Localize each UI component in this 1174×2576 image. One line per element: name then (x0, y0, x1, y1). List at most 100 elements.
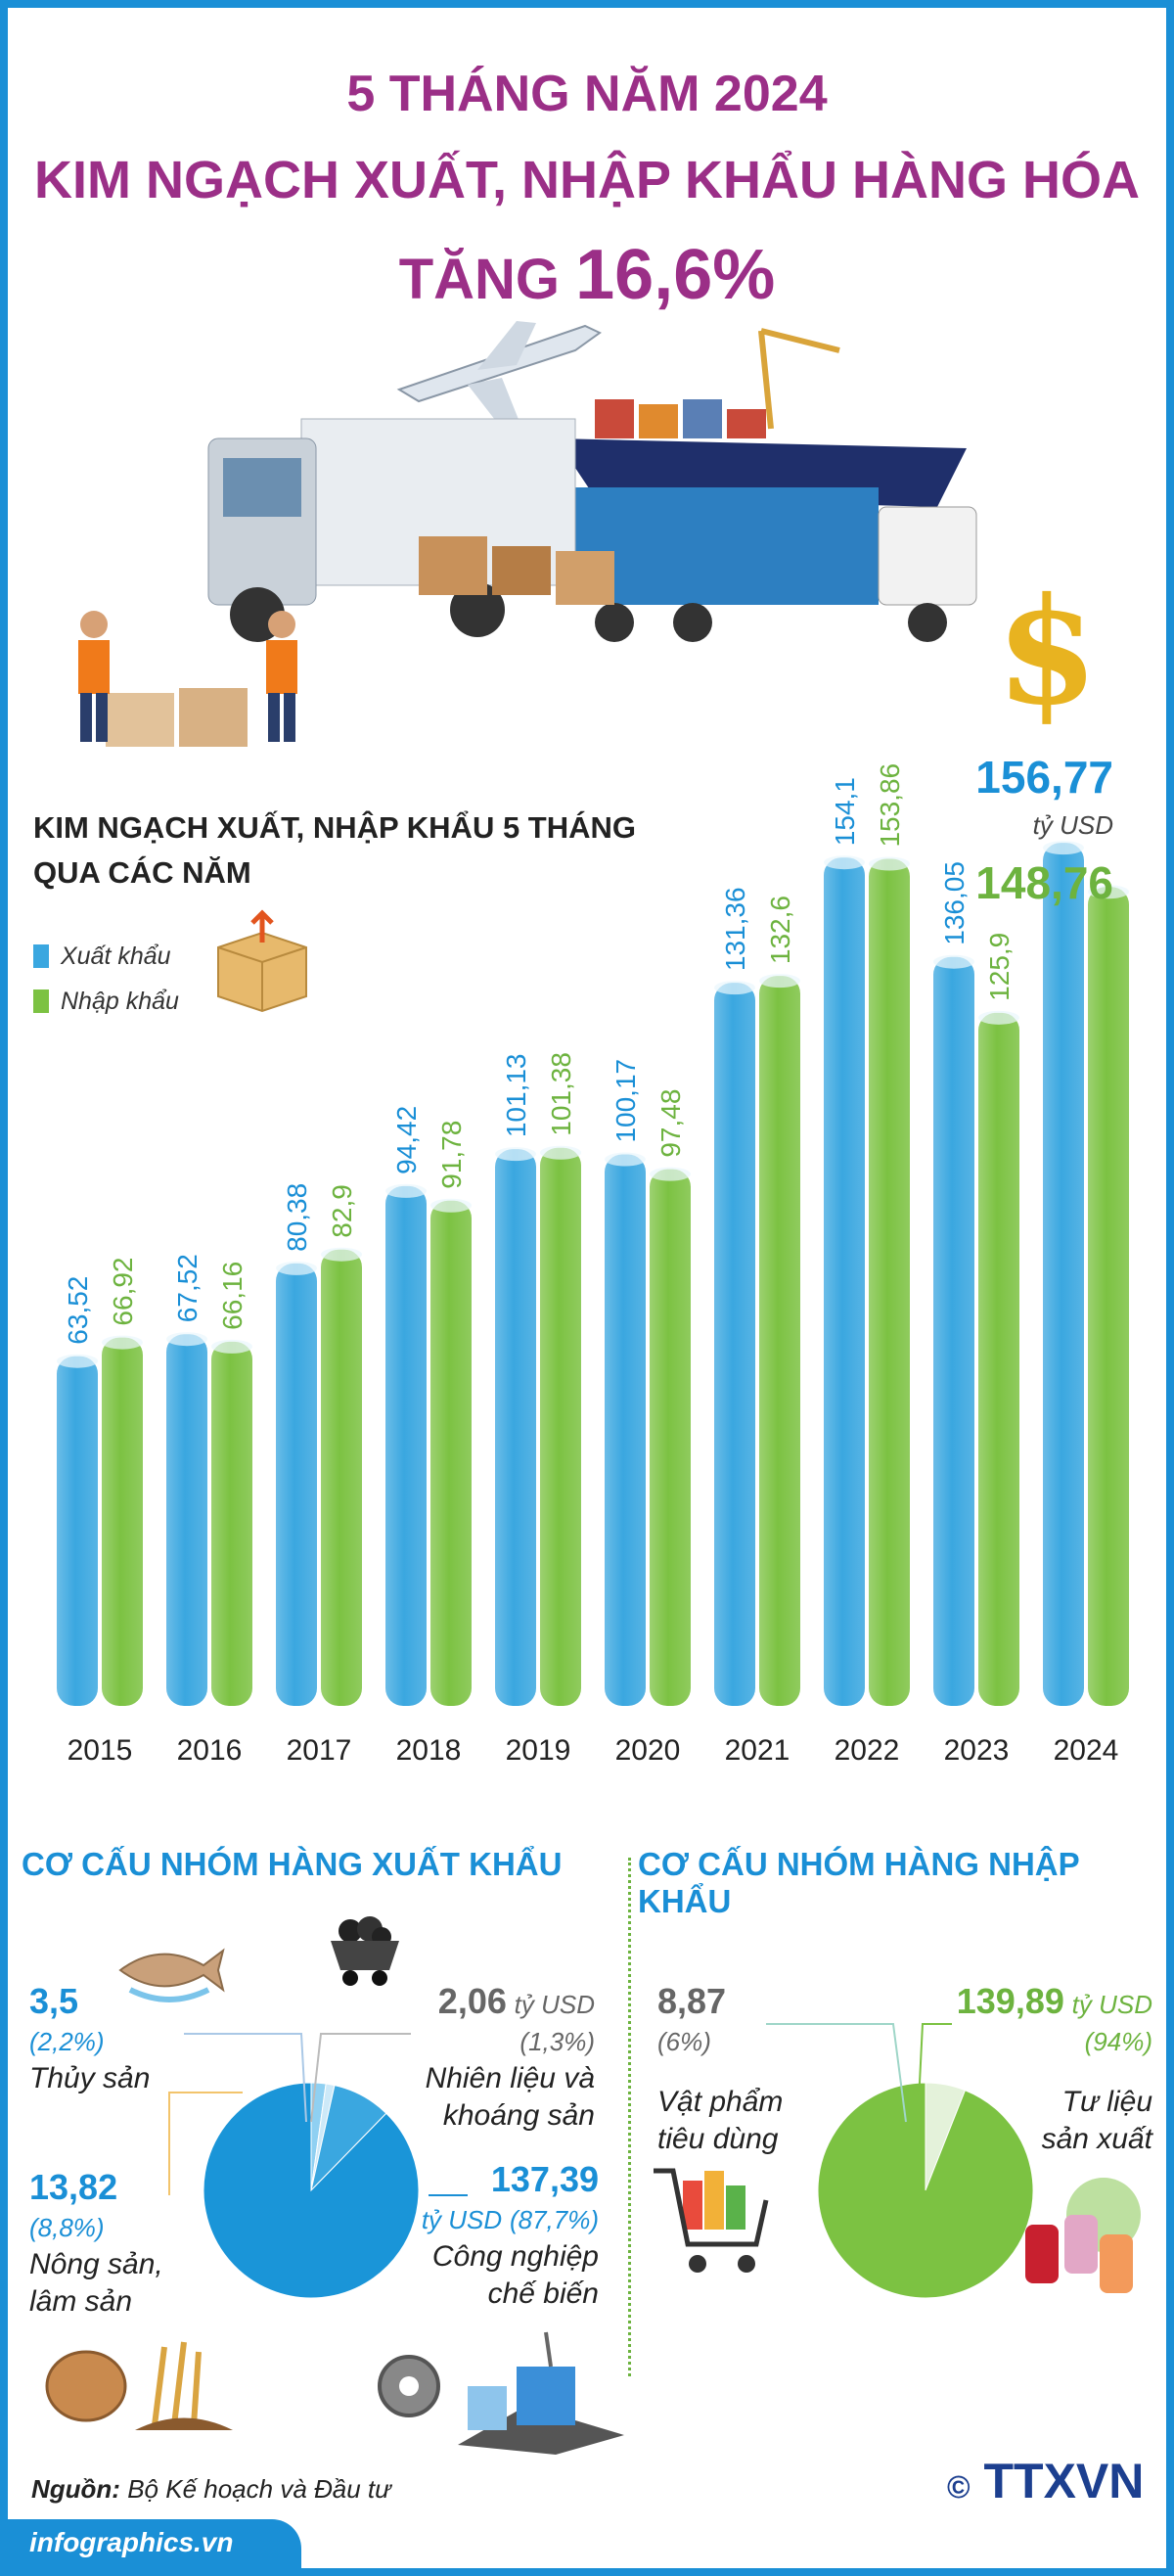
pie-slice (817, 2082, 1034, 2299)
bar-export-2024 (1043, 843, 1084, 1706)
production-name-1: Tư liệu (1061, 2086, 1152, 2118)
agriculture-icon (45, 2341, 233, 2430)
legend-import: Nhập khẩu (33, 979, 179, 1024)
bar-cap (57, 1354, 98, 1368)
bar-cap (933, 954, 974, 969)
industry-value: 137,39 (490, 2159, 599, 2199)
growth-value: 16,6% (575, 236, 776, 314)
x-tick-2020: 2020 (615, 1734, 681, 1767)
source-text: Bộ Kế hoạch và Đầu tư (127, 2474, 391, 2504)
coal-cart-icon (331, 1916, 399, 1986)
fuel-pct: (1,3%) (519, 2027, 595, 2056)
value-label-export-2020: 100,17 (610, 1059, 641, 1143)
x-tick-2022: 2022 (835, 1734, 900, 1767)
copyright-symbol: © (947, 2469, 971, 2505)
bar-chart: 63,52 66,92 2015 67,52 66,16 2016 80,38 82,9 201… (57, 752, 1129, 1767)
fuel-unit: tỷ USD (514, 1990, 595, 2019)
consumer-pct: (6%) (657, 2027, 711, 2056)
bar-import-2022 (869, 858, 910, 1706)
pie-slice (203, 2082, 420, 2299)
bar-export-2020 (605, 1154, 646, 1706)
value-label-export-2019: 101,13 (501, 1054, 531, 1138)
logo-text: TTXVN (983, 2454, 1145, 2508)
bar-cap (650, 1167, 691, 1181)
fuel-value: 2,06 (437, 1981, 507, 2021)
import-consumer: 8,87 (6%) Vật phẩm tiêu dùng (657, 1983, 783, 2158)
section-divider (628, 1858, 631, 2376)
bar-export-2021 (714, 983, 755, 1706)
factory-icon (378, 2331, 624, 2455)
import-production: 139,89 tỷ USD (94%) Tư liệu sản xuất (947, 1983, 1152, 2158)
industry-unit: tỷ USD (421, 2205, 503, 2234)
value-label-export-2016: 67,52 (172, 1254, 203, 1322)
bar-cap (430, 1198, 472, 1213)
consumer-value: 8,87 (657, 1981, 727, 2021)
bar-import-2018 (430, 1200, 472, 1706)
bar-import-2023 (978, 1012, 1019, 1706)
value-label-import-2020: 97,48 (655, 1089, 686, 1158)
source: Nguồn: Bộ Kế hoạch và Đầu tư (31, 2474, 391, 2505)
fishery-value: 3,5 (29, 1981, 79, 2021)
production-value: 139,89 (956, 1981, 1064, 2021)
value-label-import-2016: 66,16 (217, 1262, 248, 1330)
bar-cap (714, 981, 755, 995)
bar-export-2017 (276, 1263, 317, 1706)
bar-export-2016 (166, 1334, 207, 1706)
agri-name-1: Nông sản, (29, 2248, 163, 2280)
chart-title-line2: QUA CÁC NĂM (33, 855, 251, 890)
growth-prefix: TĂNG (398, 248, 561, 311)
value-label-export-2023: 136,05 (939, 861, 970, 945)
bar-cap (385, 1183, 427, 1198)
value-label-export-2017: 80,38 (282, 1183, 312, 1252)
bar-import-2020 (650, 1169, 691, 1706)
bar-export-2018 (385, 1185, 427, 1706)
bar-import-2019 (540, 1147, 581, 1706)
x-tick-2019: 2019 (506, 1734, 571, 1767)
value-label-import-2021: 132,6 (765, 896, 795, 964)
dollar-icon: $ (996, 566, 1098, 738)
shopping-cart-icon (654, 2168, 769, 2273)
truck-icon (207, 418, 576, 642)
legend-export: Xuất khẩu (33, 934, 179, 979)
bar-import-2024 (1088, 887, 1129, 1706)
fishery-pct: (2,2%) (29, 2027, 105, 2056)
cargo-ship-icon (556, 328, 967, 507)
legend-export-label: Xuất khẩu (61, 942, 171, 970)
legend-import-swatch (33, 989, 49, 1013)
value-label-import-2022: 153,86 (875, 763, 905, 848)
value-label-import-2018: 91,78 (436, 1121, 467, 1189)
header-growth: TĂNG 16,6% (8, 235, 1166, 315)
bar-cap (540, 1145, 581, 1160)
export-agri: 13,82 (8,8%) Nông sản, lâm sản (29, 2169, 163, 2321)
header-year: 5 THÁNG NĂM 2024 (346, 66, 828, 122)
value-label-import-2019: 101,38 (546, 1052, 576, 1136)
x-tick-2015: 2015 (68, 1734, 133, 1767)
x-tick-2023: 2023 (944, 1734, 1010, 1767)
bar-cap (978, 1010, 1019, 1025)
container-truck-icon (556, 487, 977, 642)
value-label-import-2023: 125,9 (984, 933, 1015, 1001)
import-structure-title: CƠ CẤU NHÓM HÀNG NHẬP KHẨU (638, 1846, 1080, 1919)
boxes-icon (106, 536, 614, 747)
value-label-export-2018: 94,42 (391, 1106, 422, 1174)
export-fuel: 2,06 tỷ USD (1,3%) Nhiên liệu và khoáng … (419, 1983, 595, 2135)
x-tick-2024: 2024 (1054, 1734, 1119, 1767)
thread-spools-icon (1025, 2178, 1141, 2293)
value-label-export-2015: 63,52 (63, 1276, 93, 1345)
fishery-name: Thủy sản (29, 2062, 151, 2094)
chart-title: KIM NGẠCH XUẤT, NHẬP KHẨU 5 THÁNG QUA CÁ… (33, 805, 659, 896)
bar-import-2015 (102, 1337, 143, 1706)
fish-icon (118, 1948, 225, 2002)
bar-import-2021 (759, 976, 800, 1706)
consumer-name-1: Vật phẩm (657, 2086, 784, 2118)
legend-import-label: Nhập khẩu (61, 987, 179, 1015)
bar-cap (605, 1152, 646, 1167)
fuel-name-2: khoáng sản (442, 2099, 595, 2132)
site-link[interactable]: infographics.vn (8, 2519, 301, 2568)
export-fishery: 3,5 (2,2%) Thủy sản (29, 1983, 150, 2097)
ttxvn-logo: © TTXVN (947, 2453, 1144, 2509)
bar-cap (869, 856, 910, 871)
export-pie-chart (203, 2082, 420, 2299)
value-label-import-2017: 82,9 (327, 1184, 357, 1238)
industry-pct: (87,7%) (509, 2205, 599, 2234)
